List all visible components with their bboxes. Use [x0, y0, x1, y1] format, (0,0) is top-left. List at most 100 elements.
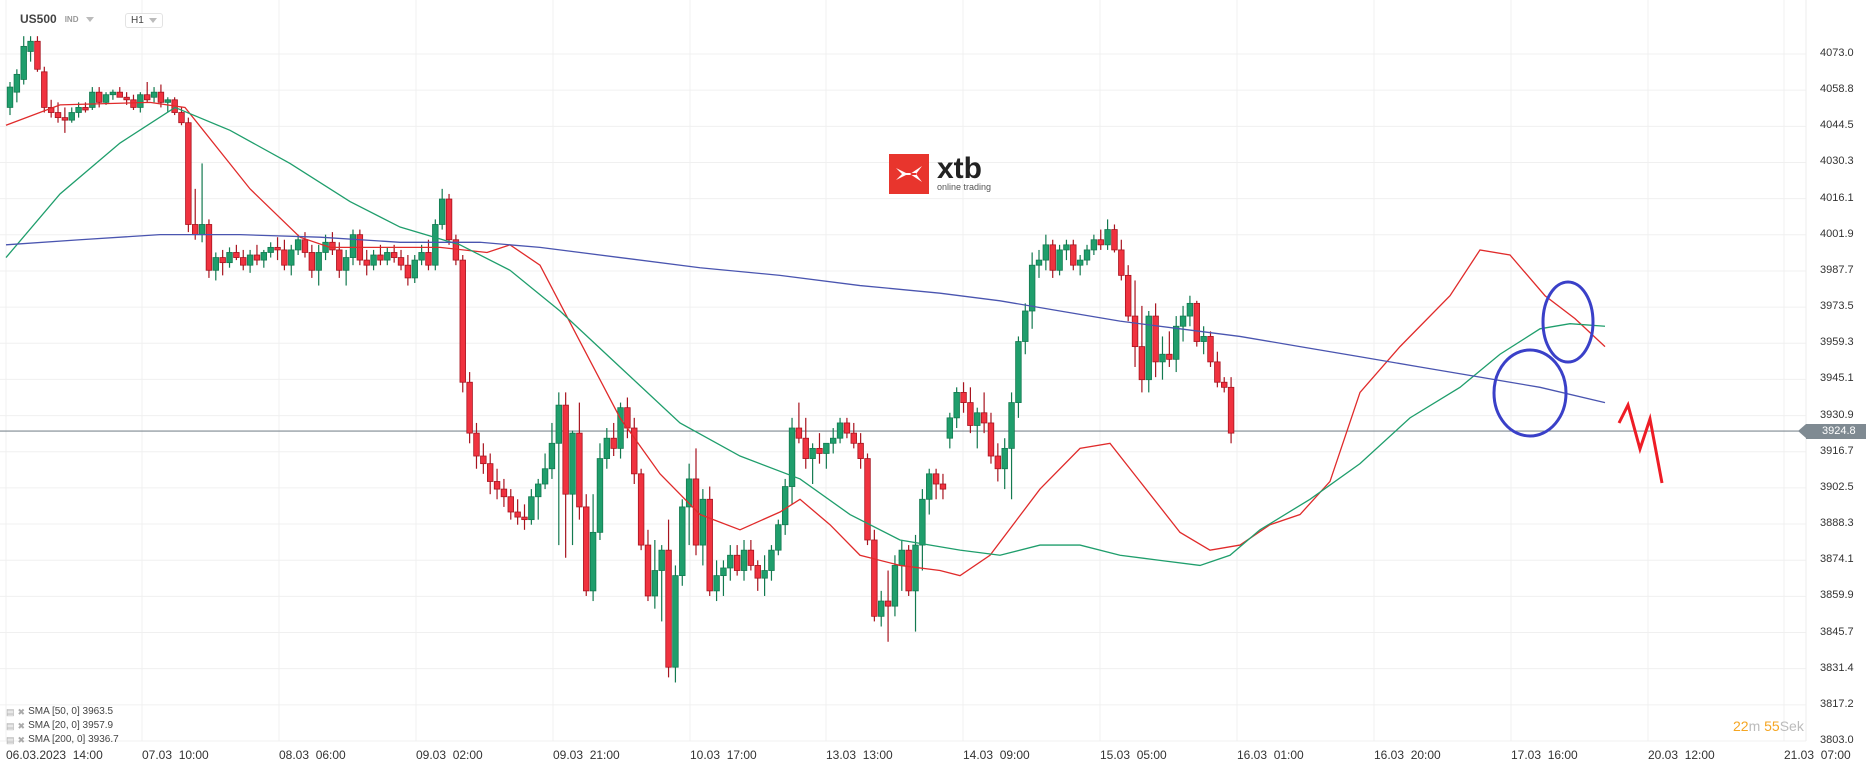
candle-body [733, 554, 741, 571]
candle-body [706, 498, 713, 592]
candle-body [205, 224, 213, 271]
candle-body [514, 511, 521, 518]
close-icon[interactable]: ✖ [17, 721, 26, 731]
annotation-circle[interactable] [1541, 280, 1595, 364]
candle-body [1042, 244, 1050, 261]
candle-body [713, 575, 720, 592]
x-tick-label: 10.03 17:00 [690, 748, 757, 762]
candle-body [1028, 264, 1036, 312]
candle-body [994, 455, 1002, 470]
candle-body [301, 239, 309, 253]
candle-body [1111, 229, 1118, 251]
timer-seconds: 55 [1764, 718, 1780, 734]
candle-body [836, 422, 844, 439]
legend-item-sma20[interactable]: ▤ ✖ SMA [20, 0] 3957.9 [6, 719, 119, 733]
candle-body [1070, 244, 1077, 266]
candle-body [102, 94, 110, 103]
candle-body [384, 252, 391, 261]
timeframe-select[interactable]: H1 [125, 13, 163, 28]
candle-body [260, 252, 268, 261]
candle-body [438, 198, 446, 225]
symbol-header[interactable]: US500 IND [20, 12, 95, 26]
candle-body [823, 442, 830, 454]
legend-item-sma50[interactable]: ▤ ✖ SMA [50, 0] 3963.5 [6, 705, 119, 719]
x-tick-label: 16.03 01:00 [1237, 748, 1304, 762]
candle-body [850, 432, 857, 444]
y-tick-label: 3817.2 [1820, 697, 1854, 710]
candle-body [1186, 302, 1194, 317]
candle-body [1049, 244, 1056, 271]
close-icon[interactable]: ✖ [17, 707, 26, 717]
candle-body [1083, 249, 1091, 261]
candle-body [240, 257, 247, 266]
candle-body [480, 455, 487, 465]
candle-body [1118, 249, 1125, 276]
x-tick-label: 07.03 10:00 [142, 748, 209, 762]
candle-body [178, 112, 185, 124]
legend-label: SMA [20, 0] 3957.9 [28, 720, 114, 731]
y-tick-label: 4058.8 [1820, 83, 1854, 96]
y-tick-label: 3930.9 [1820, 408, 1854, 421]
candle-body [816, 447, 823, 454]
y-tick-label: 4016.1 [1820, 191, 1854, 204]
candle-body [185, 122, 192, 225]
candle-body [425, 252, 432, 266]
candle-body [1035, 259, 1043, 266]
candle-body [740, 549, 748, 571]
x-tick-label: 21.03 07:00 [1784, 748, 1851, 762]
candle-body [610, 437, 617, 449]
candle-body [1076, 259, 1084, 266]
candle-body [1207, 336, 1214, 363]
chevron-down-icon[interactable] [86, 16, 95, 22]
candle-body [672, 575, 679, 668]
candle-body [150, 91, 158, 98]
candle-body [1008, 402, 1015, 449]
candle-body [164, 99, 171, 103]
chevron-down-icon [148, 18, 157, 23]
candle-body [795, 427, 803, 439]
sma-line [5, 101, 1606, 577]
candle-body [294, 239, 302, 251]
candle-body [631, 427, 638, 475]
candle-body [404, 264, 412, 279]
annotation-circle[interactable] [1492, 348, 1568, 438]
candle-body [54, 112, 62, 119]
legend-label: SMA [50, 0] 3963.5 [28, 706, 114, 717]
x-tick-label: 09.03 21:00 [553, 748, 620, 762]
candle-body [486, 463, 494, 482]
candle-body [192, 224, 199, 236]
candle-body [987, 422, 995, 457]
candle-body [1001, 447, 1008, 470]
candle-body [555, 404, 562, 444]
candle-body [459, 259, 466, 383]
candle-body [34, 40, 41, 70]
candle-body [219, 257, 226, 264]
candle-body [322, 241, 329, 253]
legend-label: SMA [200, 0] 3936.7 [28, 734, 119, 745]
timer-seconds-unit: Sek [1779, 718, 1804, 734]
xtb-x-icon [889, 154, 929, 194]
close-icon[interactable]: ✖ [17, 735, 26, 745]
candle-body [830, 437, 837, 444]
candle-body [473, 432, 480, 457]
legend-item-sma200[interactable]: ▤ ✖ SMA [200, 0] 3936.7 [6, 733, 119, 747]
y-tick-label: 4073.0 [1820, 47, 1854, 59]
candle-body [898, 549, 905, 566]
x-tick-label: 06.03.2023 14:00 [6, 748, 103, 762]
indicator-legend: ▤ ✖ SMA [50, 0] 3963.5 ▤ ✖ SMA [20, 0] 3… [6, 705, 119, 747]
candle-body [692, 478, 700, 546]
brand-logo: xtb online trading [889, 154, 991, 194]
candle-body [535, 483, 542, 498]
settings-icon[interactable]: ▤ [6, 707, 15, 717]
candle-body [1159, 353, 1166, 363]
annotation-zigzag[interactable] [1617, 400, 1664, 484]
settings-icon[interactable]: ▤ [6, 721, 15, 731]
y-tick-label: 4044.5 [1820, 119, 1854, 132]
candle-body [27, 40, 34, 52]
candle-body [953, 392, 960, 419]
candle-body [1221, 381, 1228, 388]
settings-icon[interactable]: ▤ [6, 735, 15, 745]
candle-body [528, 496, 535, 521]
